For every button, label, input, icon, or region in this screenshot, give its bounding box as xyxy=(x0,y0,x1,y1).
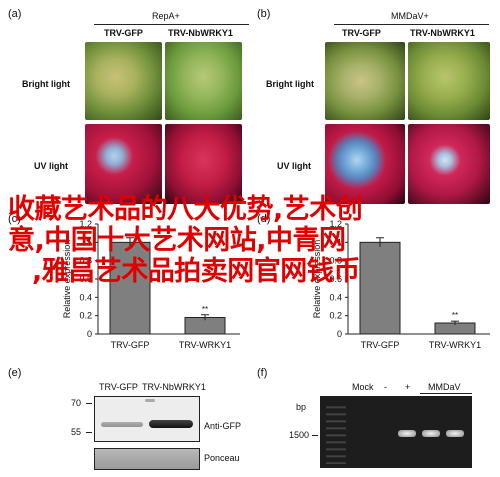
panel-d-y-tick-label: 1 xyxy=(337,237,342,247)
panel-a-strain-wrky1: TRV-NbWRKY1 xyxy=(168,28,233,38)
panel-e-marker-70-tick xyxy=(86,403,92,404)
panel-a-row-uv: UV light xyxy=(34,161,68,171)
panel-e-anti-gfp-blot-image xyxy=(94,396,200,442)
panel-f-lane-mock: Mock xyxy=(352,382,374,392)
panel-b-row-bright: Bright light xyxy=(266,79,314,89)
panel-d-letter: (d) xyxy=(257,213,271,225)
panel-a-row-bright: Bright light xyxy=(22,79,70,89)
panel-e-label-ponceau: Ponceau xyxy=(204,453,240,463)
panel-d-y-tick-label: 1.2 xyxy=(329,219,342,229)
panel-f-lane-plus: + xyxy=(405,382,411,392)
panel-a-virus-label: RepA+ xyxy=(152,11,180,21)
panel-b-letter: (b) xyxy=(257,8,271,20)
panel-e-band-wrky1 xyxy=(149,420,193,428)
panel-e-letter: (e) xyxy=(8,367,22,379)
panel-e-band-faint xyxy=(145,399,155,402)
panel-e-marker-70: 70 xyxy=(71,398,82,408)
panel-b-strain-gfp: TRV-GFP xyxy=(342,28,381,38)
panel-f-band-mmdav-1 xyxy=(422,430,440,437)
panel-a-letter: (a) xyxy=(8,8,22,20)
panel-d-y-tick-label: 0.4 xyxy=(329,292,342,302)
panel-f-ladder xyxy=(326,402,346,464)
panel-e-label-anti-gfp: Anti-GFP xyxy=(204,421,242,431)
panel-a-bright-wrky1-leaf-image xyxy=(165,42,242,120)
panel-e-lane-wrky1: TRV-NbWRKY1 xyxy=(142,382,206,392)
panel-c-y-tick-label: 0 xyxy=(87,329,92,339)
panel-d-y-tick-label: 0.2 xyxy=(329,311,342,321)
panel-d-y-tick-label: 0.6 xyxy=(329,274,342,284)
panel-f-lane-mmdav: MMDaV xyxy=(428,382,461,392)
panel-d-y-axis-label: Relative expression xyxy=(312,240,322,319)
panel-a-uv-gfp-leaf-image xyxy=(85,124,162,204)
panel-d-bar-0 xyxy=(359,241,401,335)
panel-c-category-label: TRV-GFP xyxy=(111,340,150,350)
panel-c-y-tick-label: 0.8 xyxy=(79,256,92,266)
panel-d-category-label: TRV-GFP xyxy=(361,340,400,350)
panel-c-chart: 0 0.2 0.4 0.6 0.8 1 1.2 Relative expression TRV-… xyxy=(62,219,240,350)
panel-c-y-axis-label: Relative expression xyxy=(62,240,72,319)
panel-e-marker-55-tick xyxy=(86,432,92,433)
panel-f-marker-1500: 1500 xyxy=(289,430,310,440)
panel-b-bright-gfp-leaf-image xyxy=(325,42,405,120)
panel-b-row-uv: UV light xyxy=(277,161,311,171)
panel-f-band-plus xyxy=(398,430,416,437)
panel-c-bar-0 xyxy=(109,241,151,335)
panel-d-y-tick-label: 0.8 xyxy=(329,256,342,266)
panel-f-mmdav-line xyxy=(420,393,472,394)
panel-b-strain-wrky1: TRV-NbWRKY1 xyxy=(410,28,475,38)
panel-c-y-tick-label: 1 xyxy=(87,237,92,247)
panel-e-marker-55: 55 xyxy=(71,427,82,437)
panel-a-strain-gfp: TRV-GFP xyxy=(104,28,143,38)
panel-f-gel-image xyxy=(320,396,472,468)
panel-c-y-tick-label: 0.6 xyxy=(79,274,92,284)
panel-d-y-tick-label: 0 xyxy=(337,329,342,339)
panel-f-marker-tick xyxy=(312,435,318,436)
panel-a-header-line xyxy=(94,24,249,25)
panel-e-lane-gfp: TRV-GFP xyxy=(99,382,138,392)
panel-b-uv-wrky1-leaf-image xyxy=(408,124,490,204)
panel-b-uv-gfp-leaf-image xyxy=(325,124,405,204)
panel-f-letter: (f) xyxy=(257,367,268,379)
overlay-line-1: 收藏艺术品的八大优势,艺术创 xyxy=(8,194,363,225)
overlay-line-2: 意,中国十大艺术网站,中青网 xyxy=(8,225,346,256)
panel-a-uv-wrky1-leaf-image xyxy=(165,124,242,204)
panel-f-unit-bp: bp xyxy=(296,402,307,412)
panel-f-band-mmdav-2 xyxy=(446,430,464,437)
panel-c-y-tick-label: 1.2 xyxy=(79,219,92,229)
panel-c-y-tick-label: 0.4 xyxy=(79,292,92,302)
panel-c-category-label: TRV-WRKY1 xyxy=(179,340,231,350)
overlay-line-3: ,雅昌艺术品拍卖网官网钱币 xyxy=(32,256,360,287)
panel-b-bright-wrky1-leaf-image xyxy=(408,42,490,120)
panel-d-chart: 0 0.2 0.4 0.6 0.8 1 1.2 Relative expression TRV-… xyxy=(312,219,490,350)
panel-b-virus-label: MMDaV+ xyxy=(391,11,429,21)
panel-b-header-line xyxy=(334,24,489,25)
panel-e-ponceau-blot-image xyxy=(94,448,200,470)
panel-d-significance-label: ** xyxy=(452,311,458,320)
panel-e-band-gfp xyxy=(101,422,143,427)
panel-a-bright-gfp-leaf-image xyxy=(85,42,162,120)
panel-c-significance-label: ** xyxy=(202,305,208,314)
panel-c-letter: (c) xyxy=(8,213,21,225)
panel-c-y-tick-label: 0.2 xyxy=(79,311,92,321)
panel-f-lane-minus: - xyxy=(384,382,387,392)
panel-d-category-label: TRV-WRKY1 xyxy=(429,340,481,350)
